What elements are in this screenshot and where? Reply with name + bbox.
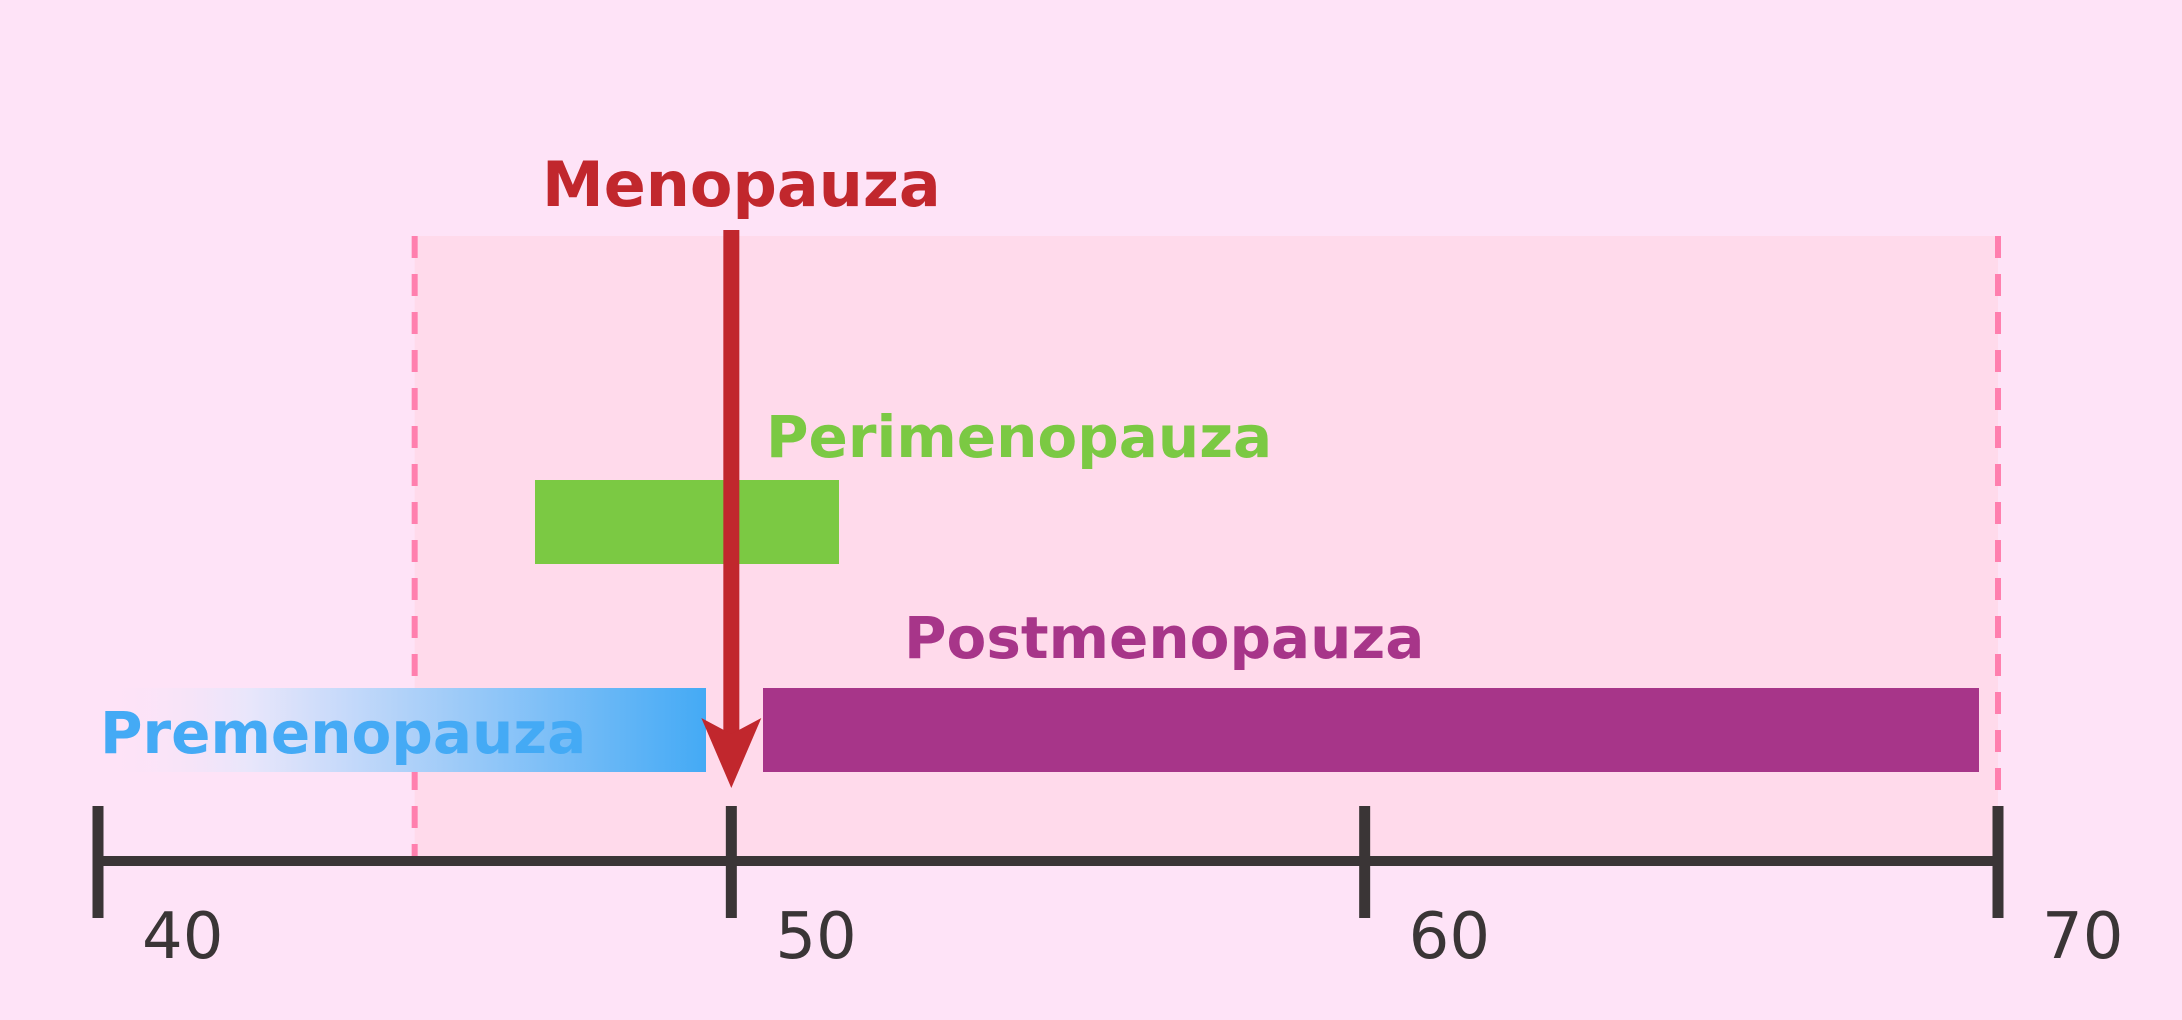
premenopause-bar: [98, 688, 706, 772]
axis-tick-label-70: 70: [2042, 900, 2123, 974]
postmenopause-label: Postmenopauza: [904, 604, 1424, 672]
menopause-arrow: [701, 230, 762, 788]
postmenopause-bar: [763, 688, 1979, 772]
menopause-label: Menopauza: [542, 148, 941, 221]
menopause-arrow-head: [701, 718, 762, 788]
perimenopause-label: Perimenopauza: [766, 403, 1272, 471]
premenopause-label: Premenopauza: [100, 699, 586, 767]
age-axis: 40 50 60 70: [92, 806, 2123, 974]
axis-tick-label-50: 50: [775, 900, 856, 974]
axis-tick-label-60: 60: [1409, 900, 1490, 974]
axis-tick-label-40: 40: [142, 900, 223, 974]
perimenopause-bar: [535, 480, 839, 564]
